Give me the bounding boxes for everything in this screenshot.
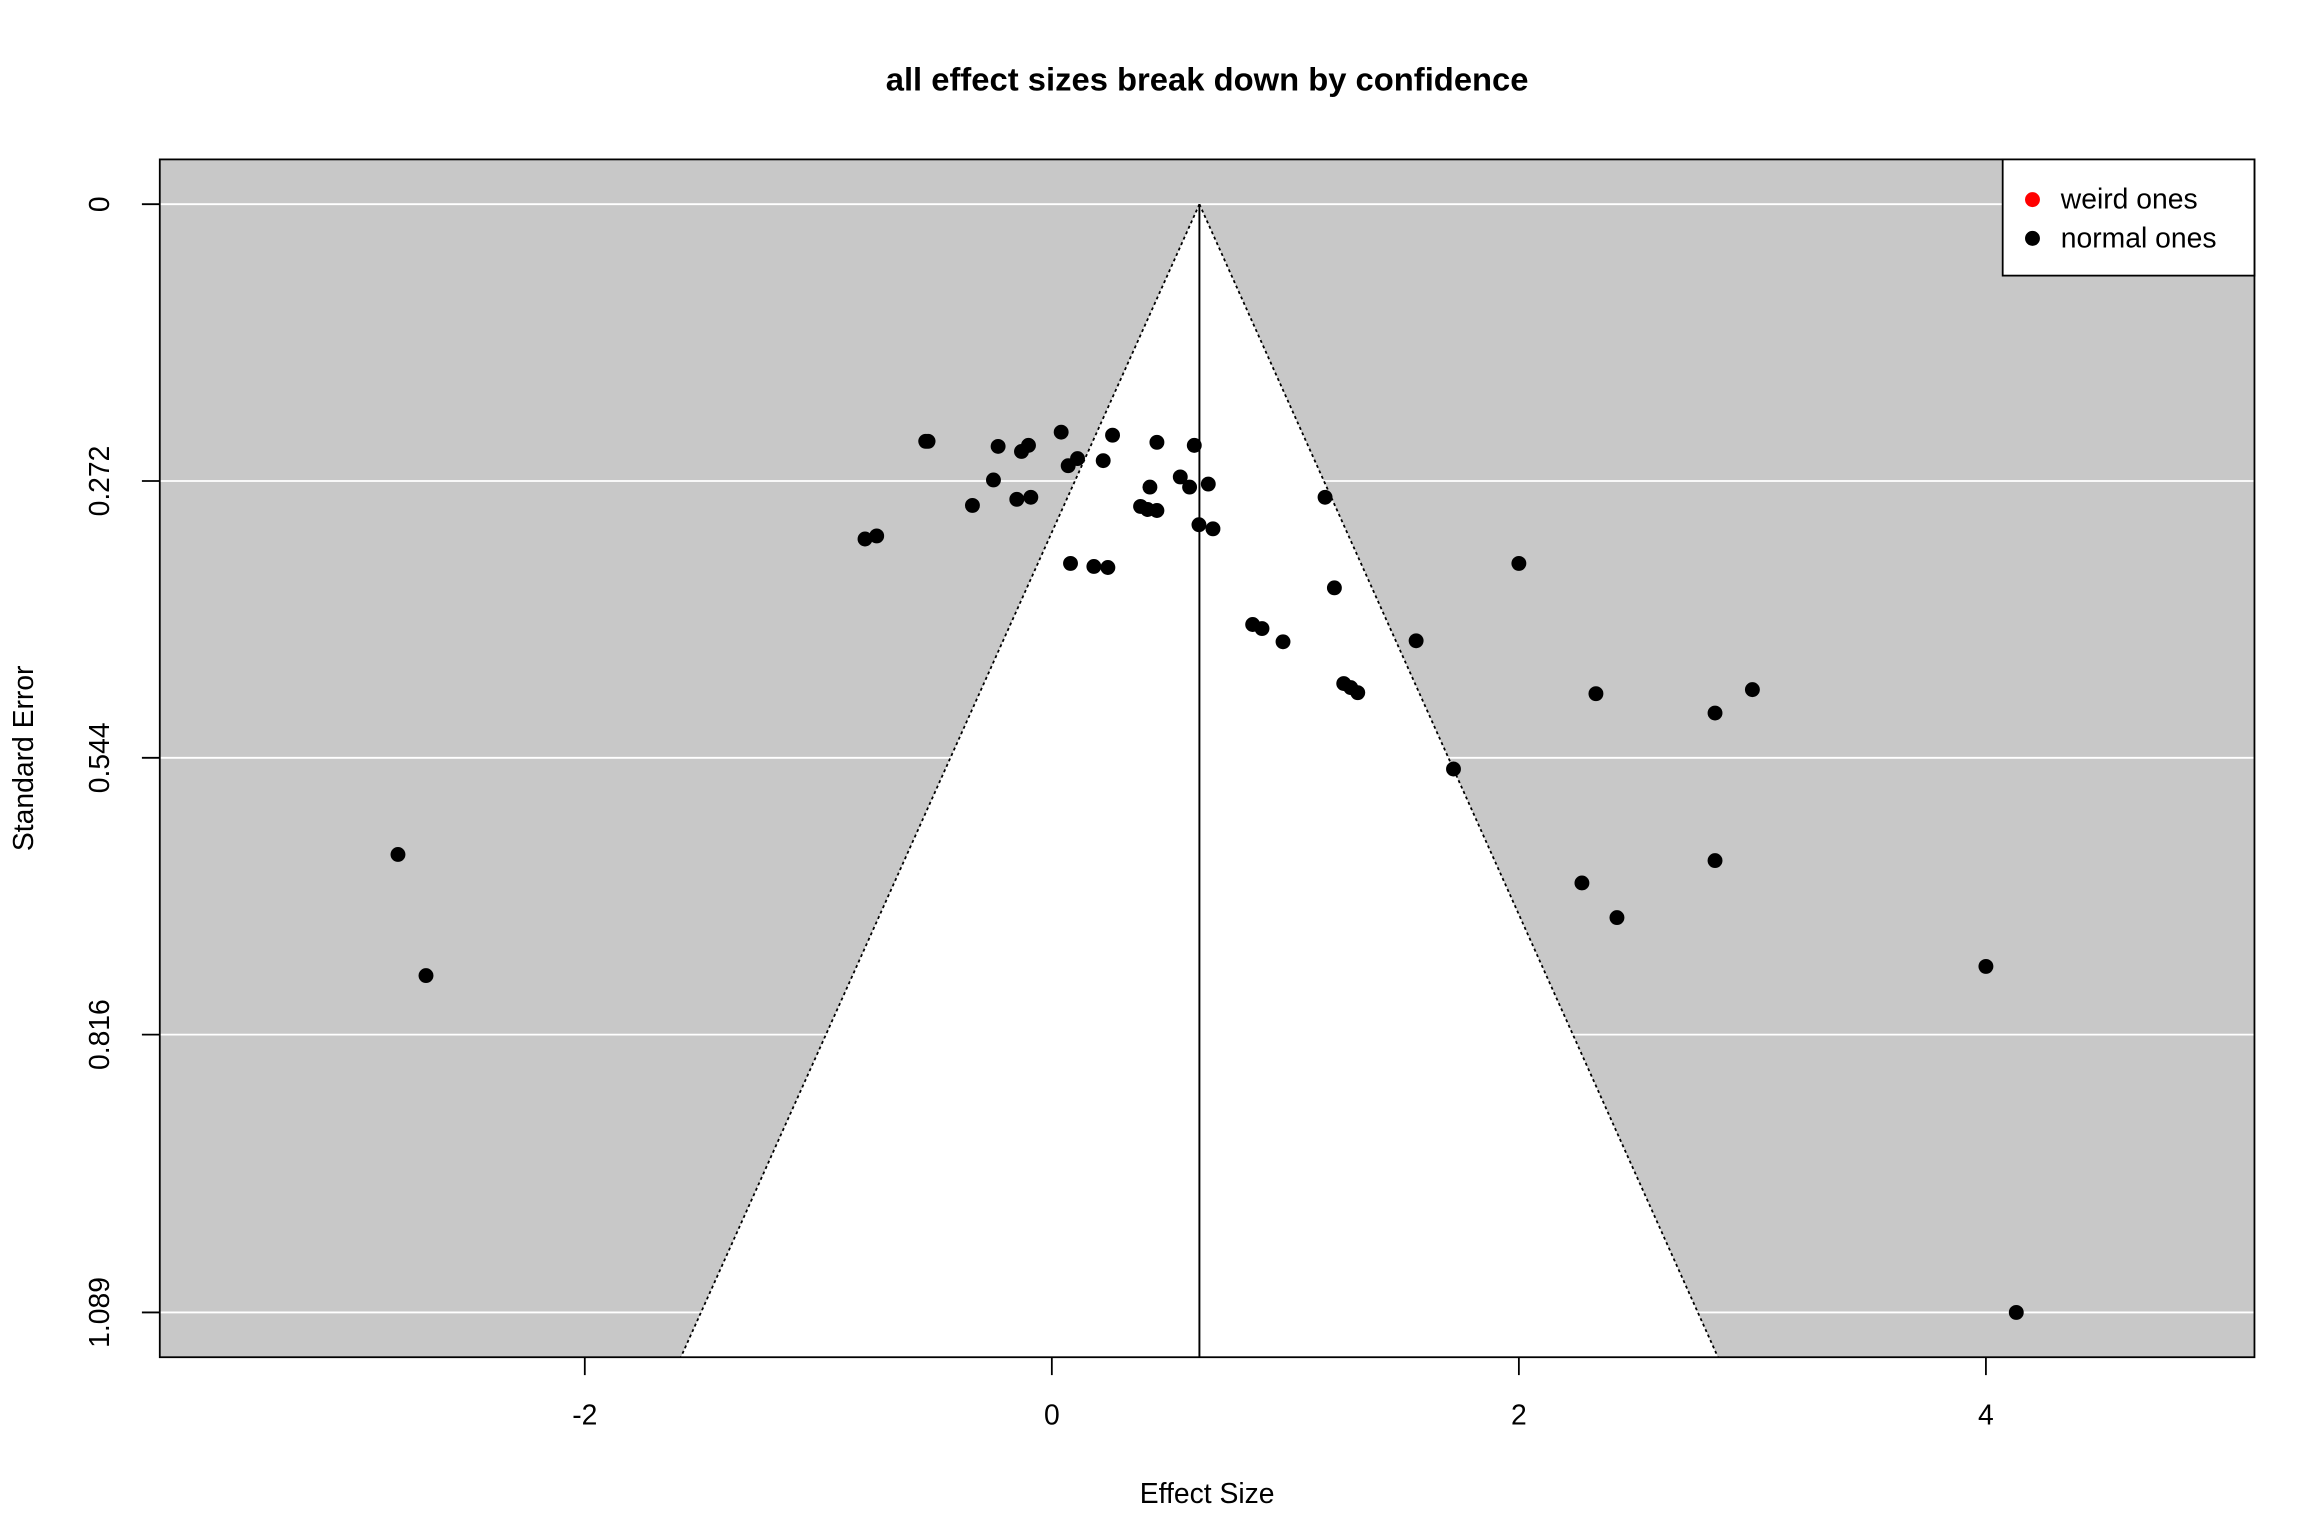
y-tick-label: 0.544 [83,722,115,793]
data-point [1100,560,1116,575]
data-point [1574,875,1590,891]
data-point [1326,580,1342,596]
data-point [1172,469,1188,485]
data-point [390,847,406,862]
data-point [1021,437,1036,453]
data-point [1191,517,1207,533]
data-point [1142,479,1158,495]
data-point [1149,434,1165,450]
y-tick-label: 1.089 [83,1277,115,1348]
data-point [1053,424,1069,440]
data-point [1200,476,1216,492]
data-point [1350,685,1366,701]
data-point [1446,761,1461,777]
data-point [1317,489,1333,505]
data-point [1149,503,1165,518]
data-point [920,433,936,449]
data-point [1063,555,1078,571]
y-tick-label: 0.816 [83,999,115,1070]
data-point [1408,633,1424,649]
chart-title: all effect sizes break down by confidenc… [886,61,1529,98]
y-tick-label: 0 [83,196,115,212]
legend-swatch [2025,192,2040,208]
x-tick-label: 4 [1978,1398,1994,1430]
data-point [990,438,1006,454]
data-point [1186,437,1202,453]
data-point [1060,458,1076,474]
data-point [1105,427,1120,443]
funnel-right-bound [1198,203,1719,1358]
y-tick-label: 0.272 [83,446,115,517]
legend-swatch [2025,230,2040,246]
data-point [857,531,873,547]
data-point [1275,634,1291,650]
data-point [1254,621,1270,637]
data-point [1707,853,1723,869]
data-point [1588,686,1604,702]
data-point [1744,682,1760,698]
legend-label: normal ones [2061,221,2217,253]
data-point [1511,555,1527,571]
data-point [1978,958,1994,974]
data-point [1086,559,1102,574]
x-tick-label: 2 [1511,1398,1527,1430]
x-tick-label: -2 [572,1398,597,1430]
y-axis-label: Standard Error [7,666,39,852]
data-point [1009,491,1025,507]
data-point [1023,489,1039,505]
data-point [1707,705,1723,721]
data-point [418,968,434,984]
data-point [1095,453,1111,469]
funnel-left-bound [680,203,1201,1358]
data-point [1205,521,1221,537]
data-point [869,528,885,544]
x-tick-label: 0 [1044,1398,1060,1430]
data-point [2008,1304,2024,1320]
data-point [986,472,1001,488]
data-point [1182,479,1198,495]
data-point [964,497,980,513]
legend-label: weird ones [2060,183,2198,215]
legend-box [2001,158,2256,277]
data-point [1609,910,1625,926]
x-axis-label: Effect Size [1140,1477,1275,1509]
